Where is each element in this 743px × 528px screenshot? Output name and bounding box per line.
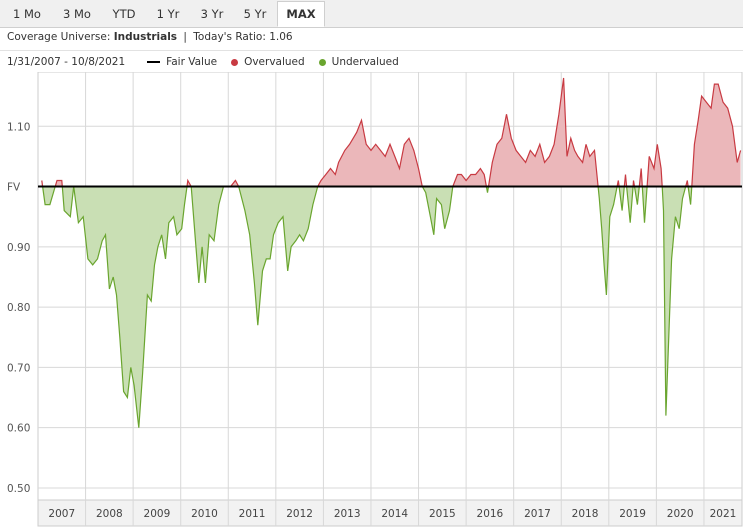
overvalued-line bbox=[41, 180, 44, 187]
undervalued-line bbox=[597, 186, 618, 296]
coverage-label: Coverage Universe: bbox=[7, 31, 111, 43]
x-tick-label: 2015 bbox=[429, 508, 456, 520]
x-tick-label: 2014 bbox=[381, 508, 408, 520]
undervalued-line bbox=[687, 186, 693, 205]
x-tick-label: 2009 bbox=[144, 508, 171, 520]
legend-overvalued-label: Overvalued bbox=[244, 56, 305, 68]
overvalued-line bbox=[616, 180, 620, 187]
tab-3-month[interactable]: 3 Mo bbox=[63, 7, 91, 21]
x-tick-label: 2013 bbox=[334, 508, 361, 520]
y-tick-label: 1.10 bbox=[7, 121, 30, 133]
undervalued-area bbox=[238, 186, 318, 326]
undervalued-line bbox=[190, 186, 225, 284]
undervalued-area bbox=[73, 186, 187, 428]
divider bbox=[0, 50, 743, 51]
overvalued-line bbox=[638, 168, 643, 187]
todays-ratio: Today's Ratio: 1.06 bbox=[193, 31, 293, 43]
x-tick-label: 2011 bbox=[239, 508, 266, 520]
y-tick-label: 0.60 bbox=[7, 423, 30, 435]
x-tick-label: 2008 bbox=[96, 508, 123, 520]
info-separator: | bbox=[183, 31, 187, 43]
y-tick-label: 0.70 bbox=[7, 362, 30, 374]
undervalued-line bbox=[42, 186, 56, 206]
chart-legend: 1/31/2007 - 10/8/2021 Fair Value Overval… bbox=[7, 56, 399, 68]
coverage-universe: Industrials bbox=[113, 31, 178, 43]
overvalued-line bbox=[54, 179, 63, 187]
x-tick-label: 2012 bbox=[286, 508, 313, 520]
tab-3-year[interactable]: 3 Yr bbox=[200, 7, 224, 21]
y-tick-label: 0.50 bbox=[7, 483, 30, 495]
overvalued-line bbox=[685, 180, 689, 187]
undervalued-line bbox=[633, 186, 640, 205]
x-tick-label: 2020 bbox=[667, 508, 694, 520]
range-tab-bar: 1 Mo 3 Mo YTD 1 Yr 3 Yr 5 Yr MAX bbox=[0, 0, 743, 28]
overvalued-line bbox=[632, 180, 636, 187]
legend-undervalued: Undervalued bbox=[318, 56, 399, 68]
y-tick-label: FV bbox=[7, 182, 21, 194]
overvalued-area bbox=[488, 78, 599, 187]
undervalued-area bbox=[42, 186, 56, 205]
undervalued-line bbox=[485, 186, 490, 193]
overvalued-line bbox=[186, 178, 192, 187]
x-tick-label: 2007 bbox=[48, 508, 75, 520]
overvalued-area bbox=[452, 168, 487, 187]
x-tick-label: 2016 bbox=[477, 508, 504, 520]
undervalued-line bbox=[73, 186, 188, 428]
undervalued-area bbox=[662, 186, 686, 416]
overvalued-line bbox=[452, 167, 487, 187]
overvalued-line bbox=[487, 77, 599, 187]
date-range: 1/31/2007 - 10/8/2021 bbox=[7, 56, 126, 68]
tab-5-year[interactable]: 5 Yr bbox=[243, 7, 267, 21]
overvalued-line bbox=[623, 174, 628, 187]
overvalued-area bbox=[317, 120, 423, 187]
undervalued-line bbox=[421, 186, 454, 235]
x-axis-strip bbox=[37, 499, 743, 527]
overvalued-line bbox=[646, 144, 663, 187]
legend-fair-value-label: Fair Value bbox=[166, 56, 218, 68]
overvalued-line bbox=[317, 118, 423, 187]
valuation-chart: 1.10 FV 0.90 0.80 0.70 0.60 0.50 2007 2008 2009 20… bbox=[7, 72, 743, 527]
undervalued-line bbox=[618, 186, 625, 211]
tab-1-month[interactable]: 1 Mo bbox=[13, 7, 41, 21]
legend-overvalued: Overvalued bbox=[231, 56, 305, 68]
x-tick-label: 2019 bbox=[619, 508, 646, 520]
tab-ytd[interactable]: YTD bbox=[112, 7, 136, 21]
undervalued-line bbox=[61, 186, 75, 219]
undervalued-area bbox=[191, 186, 224, 283]
y-tick-label: 0.80 bbox=[7, 302, 30, 314]
tab-max[interactable]: MAX bbox=[277, 1, 325, 27]
x-tick-label: 2010 bbox=[191, 508, 218, 520]
undervalued-area bbox=[598, 186, 618, 295]
undervalued-swatch bbox=[318, 58, 326, 66]
fair-value-swatch bbox=[147, 61, 161, 63]
undervalued-line bbox=[661, 186, 687, 416]
undervalued-line bbox=[641, 186, 648, 223]
x-tick-label: 2018 bbox=[572, 508, 599, 520]
legend-undervalued-label: Undervalued bbox=[331, 56, 399, 68]
overvalued-area bbox=[691, 84, 741, 187]
tab-1-year[interactable]: 1 Yr bbox=[156, 7, 180, 21]
y-tick-label: 0.90 bbox=[7, 242, 30, 254]
x-tick-label: 2021 bbox=[710, 508, 737, 520]
undervalued-area bbox=[626, 186, 634, 223]
legend-fair-value: Fair Value bbox=[147, 56, 217, 68]
overvalued-line bbox=[691, 83, 742, 187]
coverage-info: Coverage Universe: Industrials | Today's… bbox=[7, 31, 293, 43]
undervalued-line bbox=[238, 186, 319, 326]
undervalued-area bbox=[422, 186, 453, 235]
undervalued-line bbox=[626, 186, 634, 223]
x-tick-label: 2017 bbox=[524, 508, 551, 520]
overvalued-swatch bbox=[231, 58, 239, 66]
